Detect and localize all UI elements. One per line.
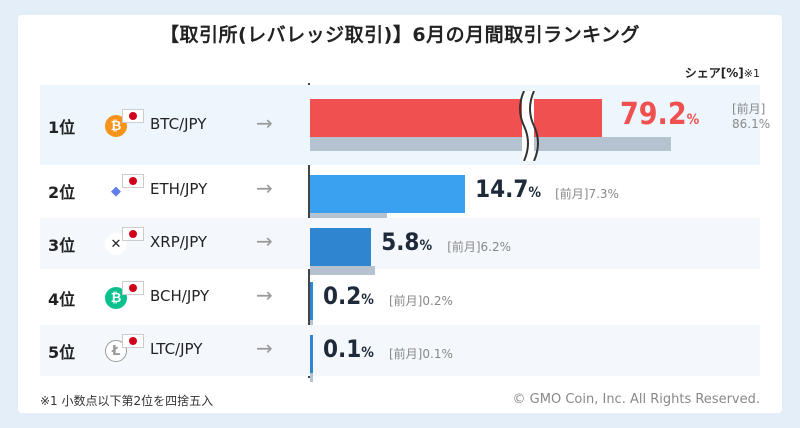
japan-flag-icon [122, 334, 144, 348]
previous-value-label: [前月]6.2% [447, 240, 512, 254]
previous-value-label: [前月] 86.1% [732, 100, 770, 131]
bar-previous [310, 213, 387, 222]
rank-label: 1位 [48, 118, 76, 137]
arrow-icon: → [256, 176, 273, 200]
bar-previous [310, 266, 376, 275]
footnote: ※1 小数点以下第2位を四捨五入 [40, 394, 214, 408]
table-row [40, 325, 760, 376]
value-label: 79.2% [620, 97, 699, 132]
pair-label: BCH/JPY [150, 287, 210, 305]
axis-break-icon [519, 91, 539, 161]
litecoin-icon: Ł [105, 340, 127, 362]
rank-label: 4位 [48, 290, 76, 309]
value-unit: % [419, 238, 433, 254]
ripple-icon: ✕ [105, 233, 127, 255]
rank-label: 2位 [48, 183, 76, 202]
bitcoin-icon: ₿ [105, 115, 127, 137]
value-label: 5.8% [381, 228, 432, 256]
value-label: 14.7% [475, 175, 541, 203]
ethereum-icon: ◆ [105, 180, 127, 202]
arrow-icon: → [256, 283, 273, 307]
bitcoin-cash-icon: ₿ [105, 287, 127, 309]
previous-value-label: [前月]7.3% [555, 187, 619, 201]
japan-flag-icon [122, 174, 144, 188]
value-unit: % [686, 112, 700, 128]
pair-label: ETH/JPY [150, 180, 208, 198]
previous-value-label: [前月]0.1% [389, 347, 453, 361]
pair-label: LTC/JPY [150, 340, 203, 358]
arrow-icon: → [256, 229, 273, 253]
share-label-text: シェア[%] [684, 66, 744, 80]
value-number: 79.2 [620, 97, 687, 132]
prev-prefix: [前月] [732, 102, 766, 116]
arrow-icon: → [256, 111, 273, 135]
rank-label: 5位 [48, 343, 76, 362]
bar-current [310, 282, 313, 320]
value-unit: % [361, 292, 374, 308]
bar-previous [310, 373, 313, 382]
bar-current [310, 228, 372, 266]
japan-flag-icon [122, 281, 144, 295]
pair-label: BTC/JPY [150, 115, 207, 133]
value-number: 14.7 [475, 175, 529, 203]
bar-current [310, 99, 602, 137]
japan-flag-icon [122, 227, 144, 241]
share-label: シェア[%]※1 [685, 64, 760, 81]
prev-value: 86.1% [732, 117, 771, 131]
japan-flag-icon [122, 109, 144, 123]
arrow-icon: → [256, 336, 273, 360]
previous-value-label: [前月]0.2% [389, 294, 453, 308]
table-row [40, 218, 760, 269]
value-unit: % [528, 185, 541, 201]
value-unit: % [361, 345, 374, 361]
value-number: 0.2 [323, 282, 362, 310]
value-number: 5.8 [381, 228, 420, 256]
value-label: 0.2% [323, 282, 374, 310]
value-label: 0.1% [323, 335, 374, 363]
pair-label: XRP/JPY [150, 233, 208, 251]
bar-previous [310, 320, 313, 329]
chart-title: 【取引所(レバレッジ取引)】6月の月間取引ランキング [159, 24, 641, 46]
bar-previous [310, 137, 671, 151]
value-number: 0.1 [323, 335, 362, 363]
copyright: © GMO Coin, Inc. All Rights Reserved. [512, 392, 760, 407]
bar-current [310, 335, 313, 373]
share-label-note: ※1 [743, 67, 760, 80]
rank-label: 3位 [48, 236, 76, 255]
bar-current [310, 175, 466, 213]
